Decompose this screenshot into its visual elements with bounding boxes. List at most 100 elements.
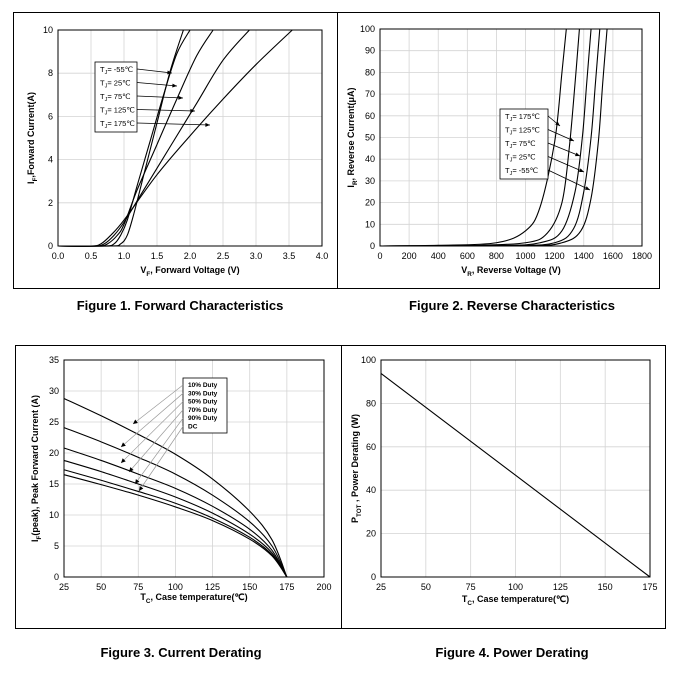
legend-leader: [128, 409, 184, 473]
legend-label: TJ= -55℃: [505, 166, 539, 177]
x-axis-label: TC, Case temperature(℃): [462, 594, 569, 607]
plot-fig2: 0 200 400 600 800 1000 1200 1400 1600 1800 0 10 20 30…: [360, 24, 652, 261]
x-tick-label: 175: [279, 582, 294, 592]
legend-arrowhead: [133, 419, 138, 424]
y-tick-label: 20: [49, 448, 59, 458]
series-line-1: [63, 427, 288, 578]
y-tick-label: 0: [54, 572, 59, 582]
y-tick-label: 0: [371, 572, 376, 582]
panel-divider-top: [337, 12, 338, 289]
x-tick-label: 150: [242, 582, 257, 592]
series-line-2: [63, 447, 288, 578]
legend-label: 70% Duty: [188, 407, 218, 414]
y-tick-label: 40: [366, 485, 376, 495]
y-tick-label: 80: [366, 398, 376, 408]
series-line-4: [379, 28, 608, 247]
panel-divider-bottom: [341, 345, 342, 629]
y-tick-label: 10: [365, 219, 375, 229]
caption-figure-2: Figure 2. Reverse Characteristics: [409, 298, 615, 313]
panel-frame-top: [13, 12, 660, 289]
legend-arrowhead: [121, 458, 126, 463]
x-tick-label: 800: [489, 251, 504, 261]
y-axis-label: IR, Reverse Current(μA): [346, 87, 359, 187]
legend-arrow-head: [585, 186, 590, 190]
x-tick-label: 1800: [632, 251, 652, 261]
legend-arrow-head: [575, 152, 580, 157]
legend-arrow: [136, 82, 178, 87]
x-tick-label: 125: [553, 582, 568, 592]
legend-arrowhead: [121, 442, 126, 447]
x-tick-label: 25: [376, 582, 386, 592]
legend-label: TJ= 125℃: [100, 106, 135, 117]
y-tick-label: 100: [361, 355, 376, 365]
legend-label: TJ= 75℃: [100, 92, 131, 103]
y-tick-label: 100: [360, 24, 375, 34]
legend-label: TJ= 25℃: [100, 79, 131, 90]
x-tick-label: 3.0: [250, 251, 263, 261]
legend-box-fig1: [94, 61, 138, 133]
legend-label: 90% Duty: [188, 415, 218, 422]
legend-arrow: [136, 68, 173, 74]
series-line-4: [57, 29, 293, 247]
panel-frame-bottom: [15, 345, 666, 629]
y-tick-label: 70: [365, 89, 375, 99]
legend-label: DC: [188, 424, 198, 431]
y-tick-label: 2: [48, 198, 53, 208]
y-tick-label: 0: [48, 241, 53, 251]
x-tick-label: 1.0: [118, 251, 131, 261]
series-line-5: [63, 474, 288, 578]
x-tick-label: 3.5: [283, 251, 296, 261]
legend-arrow-head: [190, 108, 195, 113]
legend-label: TJ= 75℃: [505, 139, 536, 150]
caption-figure-4: Figure 4. Power Derating: [435, 645, 589, 660]
plot-fig1: 0.0 0.5 1.0 1.5 2.0 2.5 3.0 3.5 4.0 0 2 4 6 8 10: [43, 25, 328, 261]
legend-arrow-head: [205, 122, 210, 127]
x-tick-label: 100: [508, 582, 523, 592]
y-tick-label: 8: [48, 68, 53, 78]
x-axis-label: TC, Case temperature(℃): [140, 592, 247, 605]
series-line-3: [57, 29, 250, 247]
series-line-4: [63, 469, 288, 578]
y-tick-label: 10: [43, 25, 53, 35]
x-tick-label: 150: [598, 582, 613, 592]
series-line-0: [380, 373, 651, 578]
x-tick-label: 1.5: [151, 251, 164, 261]
legend-arrow: [547, 156, 585, 173]
x-tick-label: 175: [642, 582, 657, 592]
plot-fig3: 25 50 75 100 125 150 175 200 0 5 10 15 20 25 30 35: [49, 355, 332, 592]
x-tick-label: 75: [133, 582, 143, 592]
legend-label: TJ= -55℃: [100, 65, 134, 76]
legend-label: TJ= 175℃: [505, 112, 540, 123]
legend-leader: [120, 393, 184, 448]
legend-label: TJ= 175℃: [100, 119, 135, 130]
legend-label: TJ= 125℃: [505, 126, 540, 137]
y-tick-label: 15: [49, 479, 59, 489]
y-tick-label: 5: [54, 541, 59, 551]
legend-leader: [132, 384, 184, 425]
x-tick-label: 100: [168, 582, 183, 592]
legend-label: 30% Duty: [188, 390, 218, 397]
legend-arrow: [136, 109, 196, 112]
y-axis-label: IF(peak), Peak Forward Current (A): [30, 395, 43, 542]
y-tick-label: 20: [365, 198, 375, 208]
legend-box-fig2: [499, 108, 549, 180]
legend-arrowhead: [129, 467, 134, 472]
legend-arrow: [547, 129, 575, 142]
x-tick-label: 4.0: [316, 251, 329, 261]
y-tick-label: 80: [365, 67, 375, 77]
x-tick-label: 1600: [603, 251, 623, 261]
series-line-2: [57, 29, 214, 247]
y-tick-label: 30: [365, 176, 375, 186]
y-tick-label: 6: [48, 111, 53, 121]
legend-arrow: [547, 142, 581, 157]
plot-fig4: 25 50 75 100 125 150 175 0 20 40 60 80 100: [361, 355, 658, 592]
legend-arrow: [136, 95, 184, 99]
legend-arrow-head: [579, 168, 584, 172]
x-tick-label: 1400: [574, 251, 594, 261]
legend-leader: [134, 417, 184, 485]
x-tick-label: 1200: [545, 251, 565, 261]
legend-arrowhead: [139, 486, 144, 491]
x-tick-label: 1000: [516, 251, 536, 261]
y-tick-label: 60: [366, 442, 376, 452]
